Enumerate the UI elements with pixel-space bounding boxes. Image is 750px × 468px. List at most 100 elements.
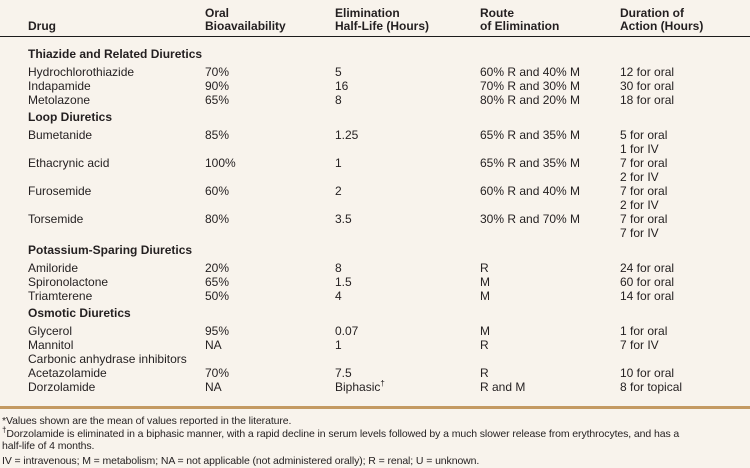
duration-line: 2 for IV [620, 170, 659, 184]
table-row: Triamterene 50% 4 M 14 for oral [0, 289, 750, 303]
table-section: Potassium-Sparing Diuretics Amiloride 20% 8… [0, 243, 750, 303]
duration-line: 5 for oral [620, 128, 668, 142]
drug-name-cell: Torsemide [28, 212, 84, 226]
footnote-separator-rule [0, 406, 750, 409]
half-life-cell: 1.5 [335, 275, 352, 289]
duration-cell: 30 for oral [620, 79, 750, 93]
bioavailability-cell: 85% [205, 128, 230, 142]
table-row: Acetazolamide 70% 7.5 R 10 for oral [0, 366, 750, 380]
duration-line: 7 for oral [620, 212, 668, 226]
drug-name-cell: Furosemide [28, 184, 92, 198]
drug-name-cell: Triamterene [28, 289, 93, 303]
section-title: Osmotic Diuretics [28, 306, 131, 320]
column-header-2: Elimination Half-Life (Hours) [335, 7, 480, 33]
route-cell: 80% R and 20% M [480, 93, 581, 107]
route-cell: R [480, 338, 489, 352]
table-section: Thiazide and Related Diuretics Hydrochlor… [0, 47, 750, 107]
drug-name-cell: Hydrochlorothiazide [28, 65, 135, 79]
bioavailability-cell: 100% [205, 156, 236, 170]
bioavailability-cell: 90% [205, 79, 230, 93]
route-cell [480, 352, 620, 366]
bioavailability-cell: 65% [205, 93, 230, 107]
column-header-line: Bioavailability [205, 19, 286, 33]
drug-name-cell: Mannitol [28, 338, 74, 352]
table-row: Spironolactone 65% 1.5 M 60 for oral [0, 275, 750, 289]
route-cell: 65% R and 35% M [480, 128, 581, 142]
half-life-cell: 8 [335, 261, 342, 275]
drug-name-cell: Dorzolamide [28, 380, 96, 394]
drug-name-cell: Glycerol [28, 324, 73, 338]
footnote-line: IV = intravenous; M = metabolism; NA = n… [2, 454, 480, 467]
route-cell: M [480, 289, 490, 303]
column-header-0: Drug [28, 20, 205, 33]
duration-cell: 7 for oral 7 for IV [620, 212, 750, 240]
bioavailability-cell: 70% [205, 366, 230, 380]
bioavailability-cell: 70% [205, 65, 230, 79]
half-life-cell: 4 [335, 289, 342, 303]
column-header-line: of Elimination [480, 19, 560, 33]
table-header-row: Drug Oral Bioavailability Elimination Half-L… [0, 0, 750, 37]
duration-cell [620, 352, 750, 366]
duration-line: 60 for oral [620, 275, 675, 289]
duration-line: 2 for IV [620, 198, 659, 212]
bioavailability-cell: 20% [205, 261, 230, 275]
dagger-marker: † [2, 425, 7, 434]
table-row: Indapamide 90% 16 70% R and 30% M 30 for ora… [0, 79, 750, 93]
drug-name-cell: Acetazolamide [28, 366, 107, 380]
drug-name-cell: Amiloride [28, 261, 79, 275]
table-row: Torsemide 80% 3.5 30% R and 70% M 7 for oral… [0, 212, 750, 240]
footnote-line: *Values shown are the mean of values rep… [2, 415, 292, 427]
table-row: Furosemide 60% 2 60% R and 40% M 7 for oral 2… [0, 184, 750, 212]
duration-cell: 5 for oral 1 for IV [620, 128, 750, 156]
route-cell: M [480, 324, 490, 338]
column-header-line: Oral [205, 6, 230, 20]
bioavailability-cell: NA [205, 380, 222, 394]
table-section: Osmotic Diuretics Glycerol 95% 0.07 M 1 for o… [0, 306, 750, 394]
route-cell: R [480, 261, 489, 275]
half-life-cell: 5 [335, 65, 342, 79]
dagger-marker: † [380, 379, 385, 388]
section-title: Loop Diuretics [28, 110, 113, 124]
column-header-line: Duration of [620, 6, 684, 20]
footnotes: *Values shown are the mean of values rep… [0, 415, 750, 467]
column-header-line: Elimination [335, 6, 400, 20]
duration-cell: 12 for oral [620, 65, 750, 79]
duration-cell: 7 for IV [620, 338, 750, 352]
duration-cell: 24 for oral [620, 261, 750, 275]
table-row: Dorzolamide NA Biphasic† R and M 8 for topic… [0, 379, 750, 395]
table-row: Mannitol NA 1 R 7 for IV [0, 338, 750, 352]
duration-cell: 14 for oral [620, 289, 750, 303]
route-cell: M [480, 275, 490, 289]
duration-line: 1 for IV [620, 142, 659, 156]
table-row: Glycerol 95% 0.07 M 1 for oral [0, 324, 750, 338]
bioavailability-cell: 95% [205, 324, 230, 338]
section-title: Potassium-Sparing Diuretics [28, 243, 193, 257]
half-life-cell: 1.25 [335, 128, 359, 142]
duration-line: 8 for topical [620, 380, 683, 394]
half-life-cell: 8 [335, 93, 342, 107]
footnote: *Values shown are the mean of values rep… [2, 415, 750, 428]
drug-name-cell: Metolazone [28, 93, 91, 107]
duration-cell: 8 for topical [620, 380, 750, 394]
duration-line: 7 for oral [620, 184, 668, 198]
drug-name-cell: Indapamide [28, 79, 91, 93]
half-life-cell: 0.07 [335, 324, 359, 338]
duration-cell: 10 for oral [620, 366, 750, 380]
duration-line: 7 for IV [620, 226, 659, 240]
footnote: IV = intravenous; M = metabolism; NA = n… [2, 455, 750, 468]
duration-line: 10 for oral [620, 366, 675, 380]
half-life-cell: 2 [335, 184, 342, 198]
duration-cell: 7 for oral 2 for IV [620, 184, 750, 212]
bioavailability-cell: 80% [205, 212, 230, 226]
duration-line: 18 for oral [620, 93, 675, 107]
column-header-line: Route [480, 6, 514, 20]
duration-cell: 60 for oral [620, 275, 750, 289]
table-row: Ethacrynic acid 100% 1 65% R and 35% M 7 for… [0, 156, 750, 184]
half-life-cell: 7.5 [335, 366, 352, 380]
drug-name-cell: Bumetanide [28, 128, 93, 142]
duration-line: 12 for oral [620, 65, 675, 79]
half-life-cell: 1 [335, 338, 342, 352]
duration-line: 7 for oral [620, 156, 668, 170]
column-header-3: Route of Elimination [480, 7, 620, 33]
